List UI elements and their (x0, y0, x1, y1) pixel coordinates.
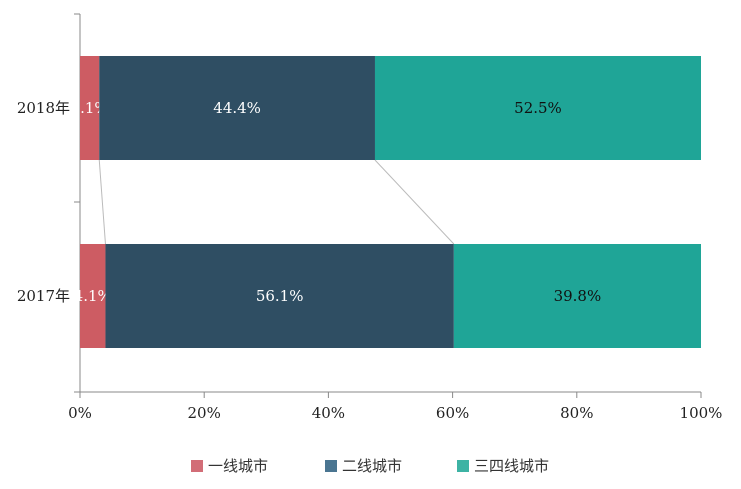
bar-一线城市-2018年 (80, 56, 100, 160)
legend-swatch-1 (325, 460, 337, 472)
legend-label-1: 二线城市 (342, 457, 402, 475)
x-tick-label-4: 80% (560, 404, 593, 422)
data-label-一线城市-2017年: 4.1% (74, 287, 112, 305)
legend-swatch-2 (457, 460, 469, 472)
bar-一线城市-2017年 (80, 244, 106, 348)
data-label-三四线城市-2017年: 39.8% (554, 287, 602, 305)
legend-label-0: 一线城市 (208, 457, 268, 475)
legend-label-2: 三四线城市 (474, 457, 549, 475)
x-tick-label-3: 60% (436, 404, 469, 422)
category-label-1: 2017年 (17, 287, 70, 305)
x-tick-label-5: 100% (680, 404, 723, 422)
x-tick-label-2: 40% (312, 404, 345, 422)
legend-swatch-0 (191, 460, 203, 472)
bar-二线城市-2018年 (99, 56, 375, 160)
bar-二线城市-2017年 (105, 244, 454, 348)
data-label-一线城市-2018年: 3.1% (71, 99, 109, 117)
x-tick-label-1: 20% (188, 404, 221, 422)
x-tick-label-0: 0% (68, 404, 92, 422)
bar-三四线城市-2017年 (453, 244, 701, 348)
series-line-0-1 (374, 159, 455, 245)
data-label-二线城市-2018年: 44.4% (213, 99, 261, 117)
category-label-0: 2018年 (17, 99, 70, 117)
data-label-三四线城市-2018年: 52.5% (514, 99, 562, 117)
series-line-0-0 (98, 159, 106, 245)
bar-三四线城市-2018年 (374, 56, 701, 160)
data-label-二线城市-2017年: 56.1% (256, 287, 304, 305)
